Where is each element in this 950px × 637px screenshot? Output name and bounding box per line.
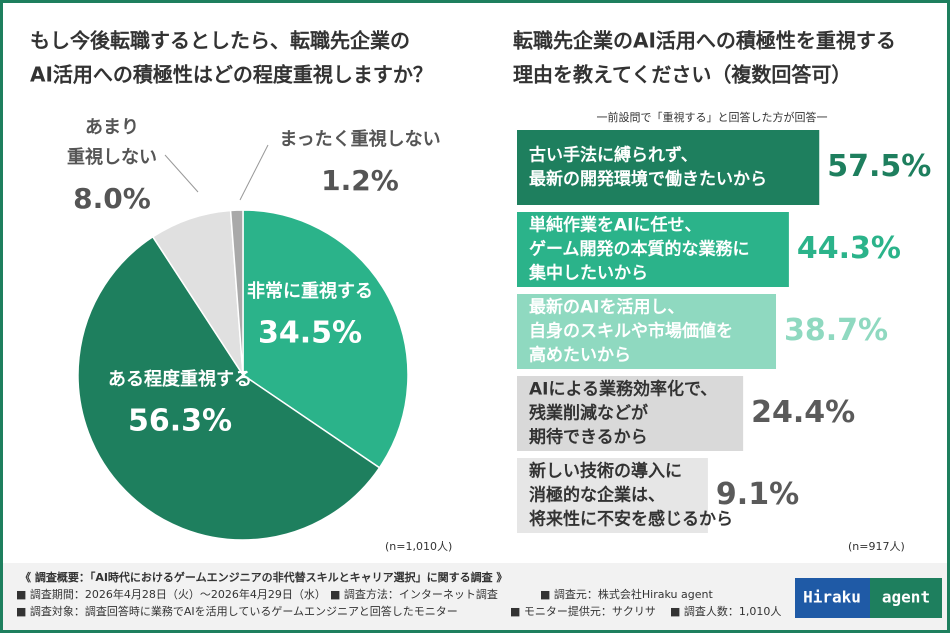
slice-label: ある程度重視する <box>108 368 252 390</box>
footer-note: ■ 調査期間：2026年4月28日（火）～2026年4月29日（水） <box>16 587 326 601</box>
bar <box>517 130 820 205</box>
slice-value: 1.2% <box>321 164 399 197</box>
bar <box>517 212 789 287</box>
bar <box>517 294 777 369</box>
bar-label: 新しい技術の導入に <box>529 461 682 482</box>
bar <box>517 458 708 533</box>
slice-value: 34.5% <box>258 316 362 351</box>
pie-slice <box>229 209 244 376</box>
value-label: 9.1% <box>716 477 799 512</box>
slice-value: 56.3% <box>128 404 232 439</box>
footer-note: ■ モニター提供元：サクリサ <box>510 604 656 618</box>
value-label: 44.3% <box>797 231 901 266</box>
bar-label: 単純作業をAIに任せ、 <box>529 215 701 236</box>
bar-label: 最新の開発環境で働きたいから <box>529 169 767 190</box>
bar-label: 将来性に不安を感じるから <box>529 509 733 530</box>
bar-label: 集中したいから <box>528 263 648 284</box>
leader-line <box>164 154 199 193</box>
bar-label: 消極的な企業は、 <box>529 485 665 506</box>
logo-box <box>795 578 870 618</box>
pie-slice <box>242 209 409 469</box>
slice-label: あまり <box>85 117 139 138</box>
slice-label: 重視しない <box>67 146 157 168</box>
chart-title: もし今後転職するとしたら、転職先企業の <box>30 29 410 53</box>
bar-label: 自身のスキルや市場価値を <box>529 321 733 342</box>
bar-label: AIによる業務効率化で、 <box>529 379 717 400</box>
slice-value: 8.0% <box>73 182 151 215</box>
slice-label: まったく重視しない <box>279 128 440 150</box>
chart-subtitle: 一前設問で「重視する」と回答した方が回答一 <box>597 110 828 124</box>
value-label: 24.4% <box>751 395 855 430</box>
logo-text: Hiraku <box>803 588 861 607</box>
footer-note: ■ 調査方法：インターネット調査 <box>330 587 498 601</box>
sample-note: (n=1,010人) <box>385 540 452 553</box>
bar-label: 最新のAIを活用し、 <box>529 297 684 318</box>
bar-label: 期待できるから <box>529 427 648 448</box>
value-label: 57.5% <box>827 149 931 184</box>
pie-slice <box>77 235 381 541</box>
footer-note: 《 調査概要：「AI時代におけるゲームエンジニアの非代替スキルとキャリア選択」に… <box>20 570 507 584</box>
slice-label: 非常に重視する <box>247 280 373 302</box>
leader-line <box>239 144 269 201</box>
bar-label: 高めたいから <box>529 345 631 366</box>
value-label: 38.7% <box>784 313 888 348</box>
bar-label: ゲーム開発の本質的な業務に <box>529 239 750 260</box>
chart-title: AI活用への積極性はどの程度重視しますか？ <box>30 63 433 87</box>
logo-box <box>870 578 942 618</box>
footer-note: ■ 調査対象：調査回答時に業務でAIを活用しているゲームエンジニアと回答したモニ… <box>16 604 458 618</box>
logo-text: agent <box>882 588 930 607</box>
bar-label: 古い手法に縛られず、 <box>529 145 698 166</box>
footer-band <box>0 563 950 633</box>
bar <box>517 376 744 451</box>
sample-note: (n=917人) <box>848 540 905 553</box>
bar-label: 残業削減などが <box>529 403 648 424</box>
footer-note: ■ 調査人数：1,010人 <box>670 604 781 618</box>
footer-note: ■ 調査元：株式会社Hiraku agent <box>540 587 713 601</box>
chart-title: 転職先企業のAI活用への積極性を重視する <box>513 29 896 53</box>
chart-title: 理由を教えてください（複数回答可） <box>513 63 851 87</box>
